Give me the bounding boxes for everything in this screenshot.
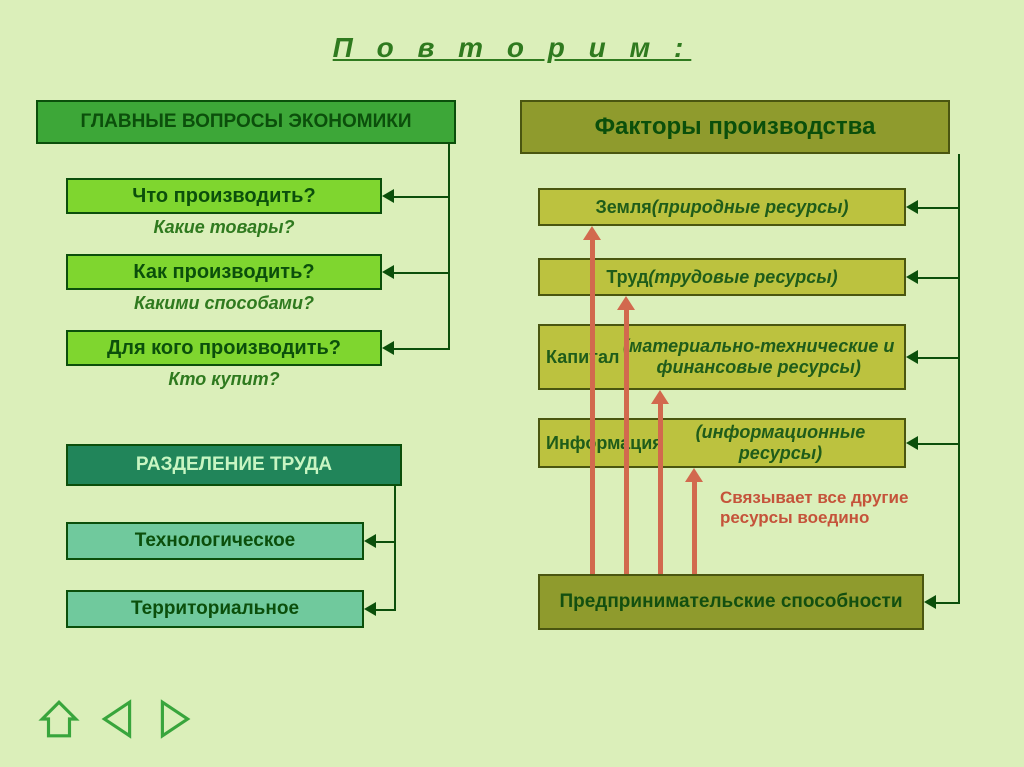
- div-conn-arrow-1: [364, 602, 376, 616]
- question-what: Что производить?: [66, 178, 382, 214]
- right-conn-trunk: [958, 154, 960, 602]
- division-territorial: Территориальное: [66, 590, 364, 628]
- left-conn-h-2: [394, 348, 450, 350]
- right-conn-h-0: [918, 207, 960, 209]
- red-arrow-head-0: [583, 226, 601, 240]
- right-conn-h-1: [918, 277, 960, 279]
- red-arrow-head-1: [617, 296, 635, 310]
- left-conn-arrow-0: [382, 189, 394, 203]
- left-conn-h-1: [394, 272, 450, 274]
- red-arrow-line-1: [624, 308, 629, 574]
- right-conn-arrow-2: [906, 350, 918, 364]
- right-conn-arrow-1: [906, 270, 918, 284]
- right-conn-arrow-4: [924, 595, 936, 609]
- factor-entrepreneurship: Предпринимательские способности: [538, 574, 924, 630]
- red-arrow-line-2: [658, 402, 663, 574]
- page-title: П о в т о р и м :: [0, 32, 1024, 64]
- red-arrow-line-3: [692, 480, 697, 574]
- nav-next-button[interactable]: [152, 696, 198, 742]
- div-conn-arrow-0: [364, 534, 376, 548]
- right-conn-h-2: [918, 357, 960, 359]
- div-conn-h-1: [376, 609, 396, 611]
- question-how: Как производить?: [66, 254, 382, 290]
- red-arrow-line-0: [590, 238, 595, 574]
- div-conn-h-0: [376, 541, 396, 543]
- left-header-main-questions: ГЛАВНЫЕ ВОПРОСЫ ЭКОНОМИКИ: [36, 100, 456, 144]
- red-arrow-head-3: [685, 468, 703, 482]
- right-conn-h-3: [918, 443, 960, 445]
- division-header: РАЗДЕЛЕНИЕ ТРУДА: [66, 444, 402, 486]
- question-whom: Для кого производить?: [66, 330, 382, 366]
- right-header-factors: Факторы производства: [520, 100, 950, 154]
- left-conn-arrow-1: [382, 265, 394, 279]
- factor-land: Земля (природные ресурсы): [538, 188, 906, 226]
- nav-home-button[interactable]: [36, 696, 82, 742]
- right-conn-arrow-3: [906, 436, 918, 450]
- div-conn-trunk: [394, 486, 396, 609]
- right-conn-arrow-0: [906, 200, 918, 214]
- left-conn-h-0: [394, 196, 450, 198]
- question-whom-sub: Кто купит?: [66, 369, 382, 390]
- question-how-sub: Какими способами?: [66, 293, 382, 314]
- left-conn-arrow-2: [382, 341, 394, 355]
- division-technological: Технологическое: [66, 522, 364, 560]
- nav-prev-button[interactable]: [94, 696, 140, 742]
- link-note: Связывает все другие ресурсы воедино: [720, 488, 930, 529]
- red-arrow-head-2: [651, 390, 669, 404]
- right-conn-h-4: [936, 602, 960, 604]
- left-conn-trunk: [448, 144, 450, 348]
- question-what-sub: Какие товары?: [66, 217, 382, 238]
